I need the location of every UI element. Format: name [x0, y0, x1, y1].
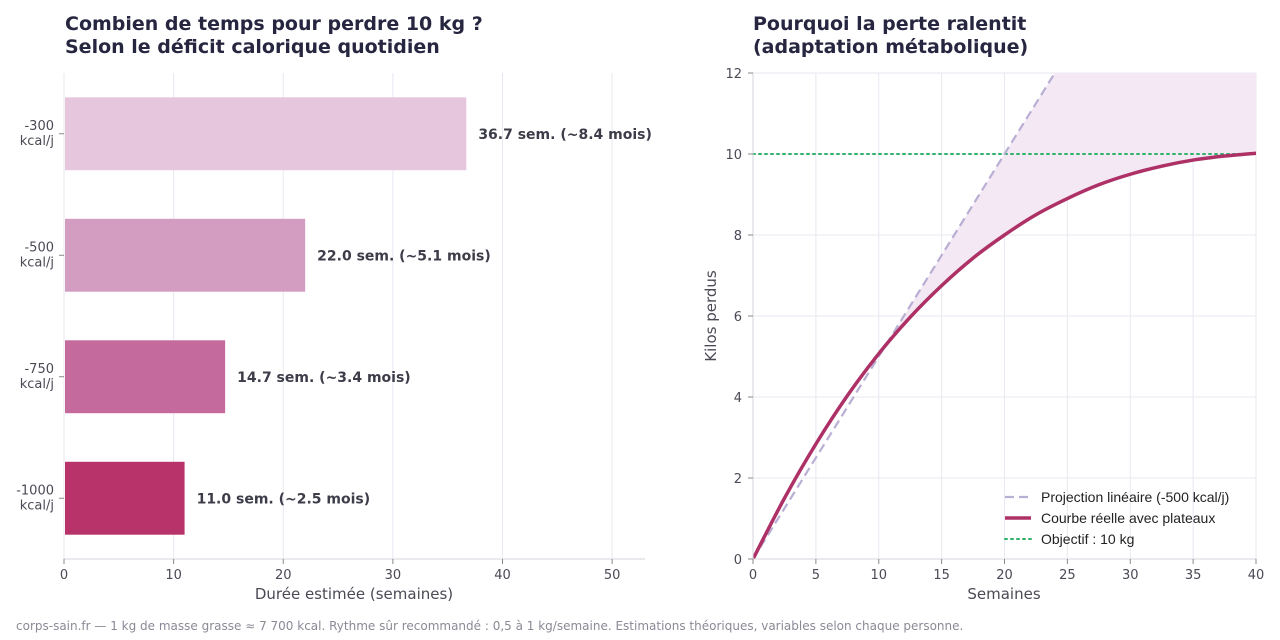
right-x-tick-label: 5 — [812, 568, 820, 583]
right-y-tick-label: 8 — [734, 229, 742, 244]
left-x-axis-label: Durée estimée (semaines) — [255, 585, 453, 603]
left-x-tick-label: 50 — [604, 568, 621, 583]
legend-label: Courbe réelle avec plateaux — [1041, 510, 1215, 526]
gap-shaded-area — [753, 73, 1256, 559]
left-chart-title: Combien de temps pour perdre 10 kg ? Selo… — [65, 13, 483, 58]
series-actual-curve — [753, 151, 1256, 559]
right-x-tick-label: 15 — [933, 568, 950, 583]
right-x-axis-label: Semaines — [967, 585, 1040, 603]
right-x-tick-label: 35 — [1185, 568, 1202, 583]
right-y-tick-label: 6 — [734, 310, 742, 325]
right-y-ticks: 0 2 4 6 8 10 12 — [725, 67, 753, 568]
right-y-axis-label: Kilos perdus — [702, 270, 720, 362]
legend-label: Projection linéaire (-500 kcal/j) — [1041, 489, 1229, 505]
bar-data-label: 22.0 sem. (~5.1 mois) — [317, 248, 491, 264]
left-x-tick-label: 0 — [60, 568, 68, 583]
left-y-ticks: -300 kcal/j -500 kcal/j -750 kcal/j -1000 kcal/… — [16, 119, 64, 513]
bar-data-label: 11.0 sem. (~2.5 mois) — [197, 491, 371, 507]
right-y-tick-label: 10 — [725, 148, 742, 163]
right-legend: Projection linéaire (-500 kcal/j) Courbe … — [1004, 489, 1229, 547]
right-x-tick-label: 10 — [870, 568, 887, 583]
right-y-tick-label: 12 — [725, 67, 742, 82]
bar-data-label: 36.7 sem. (~8.4 mois) — [478, 127, 652, 143]
left-x-tick-label: 10 — [165, 568, 182, 583]
left-x-tick-label: 40 — [494, 568, 511, 583]
left-x-ticks: 0 10 20 30 40 50 — [60, 559, 621, 583]
bar-chart-duration: Combien de temps pour perdre 10 kg ? Selo… — [16, 13, 652, 603]
left-y-tick-label: -1000 kcal/j — [16, 483, 54, 513]
bar-1 — [65, 218, 306, 292]
right-x-tick-label: 20 — [996, 568, 1013, 583]
right-x-tick-label: 25 — [1059, 568, 1076, 583]
right-x-tick-label: 40 — [1248, 568, 1265, 583]
line-chart-metabolic-adaptation: Pourquoi la perte ralentit (adaptation mé… — [702, 13, 1264, 603]
bar-0 — [65, 97, 467, 171]
left-x-tick-label: 20 — [275, 568, 292, 583]
right-x-ticks: 0 5 10 15 20 25 30 35 40 — [749, 559, 1264, 583]
right-x-tick-label: 30 — [1122, 568, 1139, 583]
left-y-tick-label: -300 kcal/j — [20, 119, 54, 149]
left-bars: 36.7 sem. (~8.4 mois) 22.0 sem. (~5.1 moi… — [65, 97, 652, 535]
bar-3 — [65, 461, 185, 535]
series-linear-projection — [753, 73, 1057, 559]
left-y-tick-label: -750 kcal/j — [20, 362, 54, 392]
bar-data-label: 14.7 sem. (~3.4 mois) — [237, 370, 411, 386]
right-chart-title: Pourquoi la perte ralentit (adaptation mé… — [753, 13, 1028, 58]
left-x-tick-label: 30 — [385, 568, 402, 583]
right-y-tick-label: 0 — [734, 553, 742, 568]
right-x-tick-label: 0 — [749, 568, 757, 583]
left-y-tick-label: -500 kcal/j — [20, 240, 54, 270]
legend-label: Objectif : 10 kg — [1041, 531, 1134, 547]
footer-note: corps-sain.fr — 1 kg de masse grasse ≈ 7… — [16, 619, 963, 633]
right-y-tick-label: 2 — [734, 472, 742, 487]
bar-2 — [65, 340, 226, 414]
right-series-lines — [753, 73, 1256, 559]
right-y-tick-label: 4 — [734, 391, 742, 406]
